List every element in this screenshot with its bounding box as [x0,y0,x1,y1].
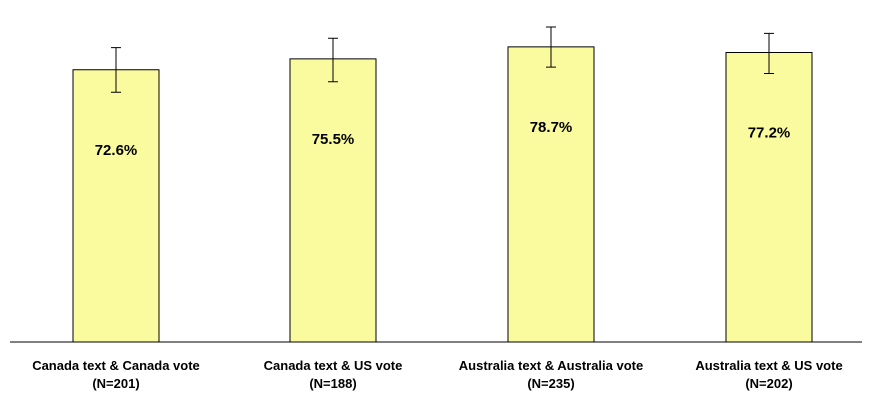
bar-2 [289,58,377,343]
category-label-4: Australia text & US vote [695,358,842,373]
error-bar-4 [764,32,774,74]
category-label-3: Australia text & Australia vote [459,358,643,373]
category-labels-group: Canada text & Canada vote (N=201) Canada t… [32,358,842,391]
category-label-1: Canada text & Canada vote [32,358,200,373]
bar-4 [725,52,813,343]
category-n-label-2: (N=188) [309,376,356,391]
error-bar-3 [546,26,556,68]
error-bar-2 [328,37,338,83]
bars-group: 72.6% 75.5% 78.7% 77.2% [72,26,813,343]
data-label-1: 72.6% [95,142,138,159]
data-label-2: 75.5% [312,131,355,148]
data-label-4: 77.2% [748,125,791,142]
category-n-label-3: (N=235) [527,376,574,391]
category-label-2: Canada text & US vote [264,358,403,373]
error-bar-1 [111,47,121,93]
category-n-label-4: (N=202) [745,376,792,391]
bar-1 [72,69,160,343]
category-n-label-1: (N=201) [92,376,139,391]
bar-3 [507,46,595,343]
data-label-3: 78.7% [530,119,573,136]
